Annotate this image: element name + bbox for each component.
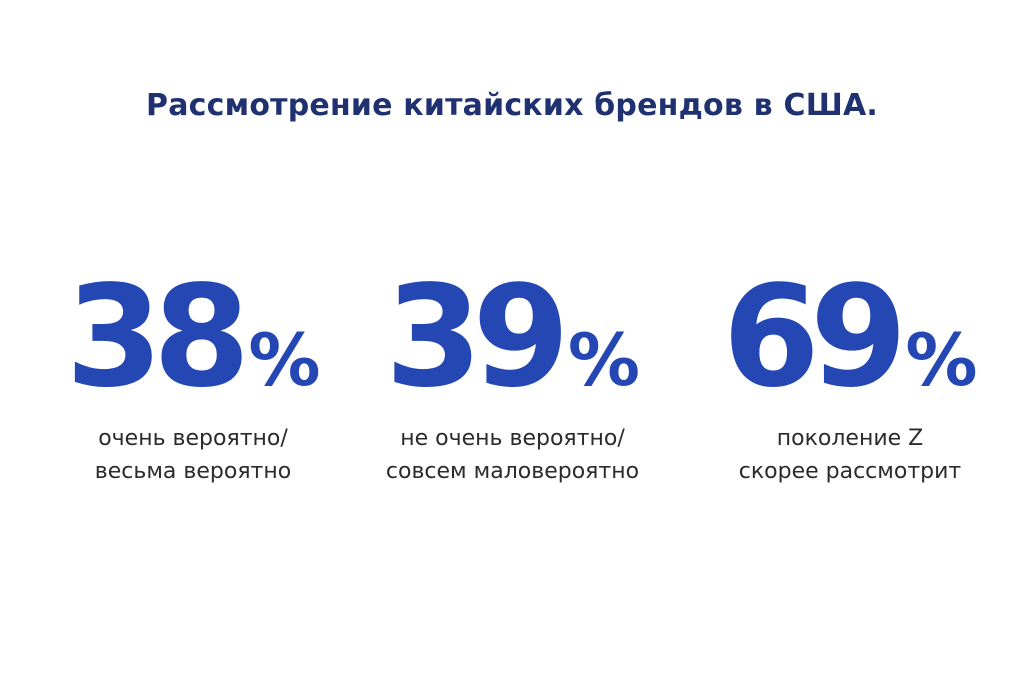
stat-block-not-likely: 39% не очень вероятно/ совсем маловероят… [355,268,670,488]
stat-caption-line: весьма вероятно [94,459,292,484]
stat-number: 39 [385,256,570,419]
stat-value: 38% [48,268,338,408]
stat-block-very-likely: 38% очень вероятно/ весьма вероятно [48,268,338,488]
percent-sign: % [248,318,321,402]
stat-value: 69% [700,268,1000,408]
stat-value: 39% [355,268,670,408]
stat-block-gen-z: 69% поколение Z скорее рассмотрит [700,268,1000,488]
stat-caption-line: поколение Z [776,426,924,451]
percent-sign: % [567,318,640,402]
stat-caption: поколение Z скорее рассмотрит [700,422,1000,488]
stat-caption-line: совсем маловероятно [385,459,640,484]
stat-caption-line: очень вероятно/ [98,426,288,451]
stat-number: 38 [65,256,251,419]
stat-caption: не очень вероятно/ совсем маловероятно [355,422,670,488]
stat-caption-line: не очень вероятно/ [400,426,625,451]
percent-sign: % [905,318,978,402]
stat-number: 69 [722,256,908,419]
page-title: Рассмотрение китайских брендов в США. [146,88,878,123]
stat-caption: очень вероятно/ весьма вероятно [48,422,338,488]
stat-caption-line: скорее рассмотрит [738,459,962,484]
